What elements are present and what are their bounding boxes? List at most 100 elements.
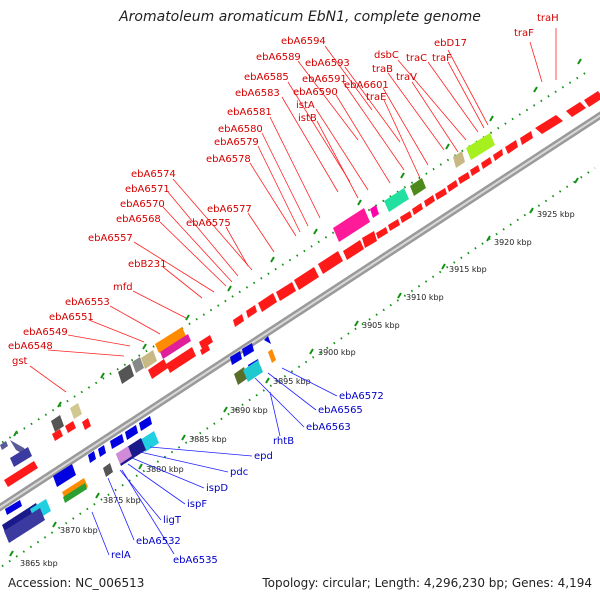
gene-block[interactable]: [199, 335, 213, 349]
forward-gene-label[interactable]: ebA6574: [131, 169, 176, 180]
forward-gene-label[interactable]: istB: [298, 113, 317, 124]
forward-gene-label[interactable]: ebA6589: [256, 52, 301, 63]
gene-block[interactable]: [566, 102, 586, 117]
forward-gene-label[interactable]: traB: [372, 64, 393, 75]
gene-block[interactable]: [4, 461, 38, 487]
gene-block[interactable]: [481, 157, 492, 169]
forward-gene-label[interactable]: ebA6601: [344, 80, 389, 91]
forward-gene-label[interactable]: ebA6549: [23, 327, 68, 338]
gene-block[interactable]: [140, 431, 159, 452]
forward-gene-label[interactable]: ebA6578: [206, 154, 251, 165]
reverse-gene-label[interactable]: ispF: [187, 499, 207, 510]
gene-block[interactable]: [410, 178, 426, 196]
reverse-gene-label[interactable]: ebA6532: [136, 536, 181, 547]
gene-block[interactable]: [0, 441, 8, 450]
forward-gene-label[interactable]: traC: [406, 53, 427, 64]
gene-block[interactable]: [230, 351, 242, 365]
gene-block[interactable]: [370, 205, 379, 218]
forward-gene-label[interactable]: traF: [432, 53, 452, 64]
reverse-gene-label[interactable]: ebA6572: [339, 391, 384, 402]
reverse-gene-label[interactable]: ligT: [163, 515, 182, 526]
gene-block[interactable]: [141, 350, 157, 369]
gene-block[interactable]: [51, 415, 64, 432]
reverse-gene-label[interactable]: pdc: [230, 467, 248, 478]
forward-gene-label[interactable]: ebA6570: [120, 199, 165, 210]
forward-gene-label[interactable]: ebA6568: [116, 214, 161, 225]
gene-block[interactable]: [200, 345, 210, 355]
gene-block[interactable]: [384, 188, 409, 212]
gene-block[interactable]: [400, 211, 412, 223]
gene-block[interactable]: [155, 327, 186, 353]
forward-gene-label[interactable]: ebA6577: [207, 204, 252, 215]
gene-block[interactable]: [116, 446, 132, 464]
gene-block[interactable]: [470, 165, 480, 176]
gene-block[interactable]: [343, 240, 364, 260]
gene-block[interactable]: [98, 445, 106, 457]
forward-gene-label[interactable]: ebA6580: [218, 124, 263, 135]
gene-block[interactable]: [139, 416, 152, 431]
gene-block[interactable]: [258, 293, 277, 312]
gene-block[interactable]: [424, 195, 435, 207]
forward-gene-label[interactable]: ebA6583: [235, 88, 280, 99]
gene-block[interactable]: [466, 133, 495, 160]
gene-block[interactable]: [148, 359, 168, 379]
gene-block[interactable]: [294, 267, 319, 290]
forward-gene-label[interactable]: ebB231: [128, 259, 166, 270]
gene-block[interactable]: [103, 463, 113, 477]
gene-block[interactable]: [125, 425, 138, 440]
gene-block[interactable]: [5, 500, 22, 515]
gene-block[interactable]: [362, 231, 377, 248]
gene-block[interactable]: [458, 172, 470, 184]
gene-block[interactable]: [333, 208, 370, 242]
gene-block[interactable]: [118, 364, 134, 384]
gene-block[interactable]: [388, 219, 400, 231]
gene-block[interactable]: [53, 464, 76, 487]
forward-gene-label[interactable]: ebA6594: [281, 36, 326, 47]
forward-gene-label[interactable]: ebA6581: [227, 107, 272, 118]
gene-block[interactable]: [318, 251, 343, 274]
forward-gene-label[interactable]: ebA6579: [214, 137, 259, 148]
gene-block[interactable]: [435, 188, 447, 200]
forward-gene-label[interactable]: ebA6585: [244, 72, 289, 83]
gene-block[interactable]: [246, 305, 257, 318]
gene-block[interactable]: [52, 429, 63, 441]
gene-block[interactable]: [505, 140, 518, 154]
forward-gene-label[interactable]: traF: [514, 28, 534, 39]
forward-gene-label[interactable]: ebA6575: [186, 218, 231, 229]
gene-block[interactable]: [242, 343, 254, 357]
forward-gene-label[interactable]: mfd: [113, 282, 133, 293]
gene-block[interactable]: [493, 149, 503, 161]
gene-block[interactable]: [233, 314, 244, 327]
gene-block[interactable]: [160, 334, 191, 359]
gene-block[interactable]: [70, 403, 82, 419]
forward-gene-label[interactable]: ebA6548: [8, 341, 53, 352]
gene-block[interactable]: [82, 418, 91, 430]
gene-block[interactable]: [268, 349, 276, 363]
gene-block[interactable]: [88, 451, 96, 463]
gene-block[interactable]: [584, 91, 600, 107]
gene-block[interactable]: [453, 151, 465, 168]
forward-gene-label[interactable]: dsbC: [374, 50, 399, 61]
gene-block[interactable]: [166, 347, 196, 373]
gene-block[interactable]: [276, 282, 296, 301]
forward-gene-label[interactable]: gst: [12, 356, 28, 367]
gene-block[interactable]: [535, 115, 563, 134]
gene-block[interactable]: [65, 421, 76, 433]
gene-block[interactable]: [520, 131, 533, 145]
forward-gene-label[interactable]: traH: [537, 13, 559, 24]
reverse-gene-label[interactable]: ebA6563: [306, 422, 351, 433]
forward-gene-label[interactable]: ebA6590: [293, 87, 338, 98]
gene-block[interactable]: [412, 203, 423, 215]
forward-gene-label[interactable]: ebA6551: [49, 312, 94, 323]
forward-gene-label[interactable]: ebA6571: [125, 184, 170, 195]
reverse-gene-label[interactable]: epd: [254, 451, 273, 462]
gene-block[interactable]: [4, 508, 45, 543]
reverse-gene-label[interactable]: relA: [111, 550, 131, 561]
reverse-gene-label[interactable]: ebA6565: [318, 405, 363, 416]
forward-gene-label[interactable]: ebA6557: [88, 233, 133, 244]
gene-block[interactable]: [110, 434, 124, 449]
reverse-gene-label[interactable]: rhtB: [273, 436, 294, 447]
forward-gene-label[interactable]: ebD17: [434, 38, 467, 49]
forward-gene-label[interactable]: istA: [296, 100, 315, 111]
gene-block[interactable]: [376, 227, 388, 239]
